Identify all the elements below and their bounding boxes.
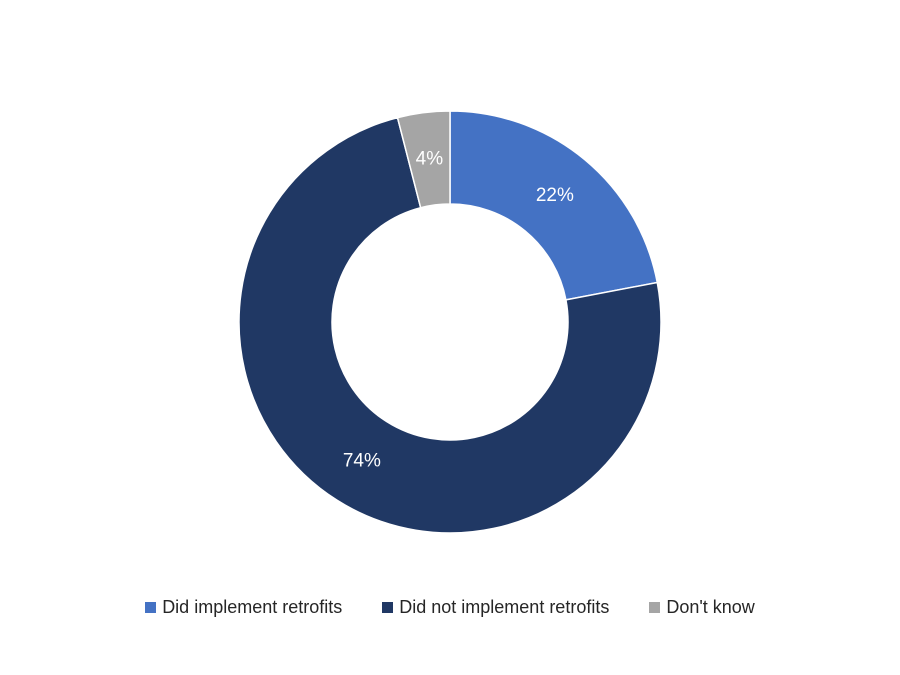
donut-slice-did-not-implement [238, 116, 662, 534]
donut-slice-did-implement [449, 110, 659, 301]
legend-item-did-not-implement: Did not implement retrofits [382, 597, 609, 618]
donut-chart: 22% 74% 4% [238, 110, 662, 534]
data-label-did-not-implement: 74% [343, 450, 381, 471]
legend-swatch-did-not-implement [382, 602, 394, 613]
legend-item-dont-know: Don't know [649, 597, 755, 618]
legend-item-did-implement: Did implement retrofits [145, 597, 342, 618]
legend-label-dont-know: Don't know [666, 597, 755, 617]
legend-label-did-not-implement: Did not implement retrofits [399, 597, 610, 617]
data-label-dont-know: 4% [416, 148, 444, 169]
data-label-did-implement: 22% [536, 185, 574, 206]
donut-slice-dont-know [396, 110, 451, 209]
legend: Did implement retrofits Did not implemen… [0, 597, 900, 618]
legend-swatch-dont-know [649, 602, 661, 613]
legend-swatch-did-implement [145, 602, 157, 613]
legend-label-did-implement: Did implement retrofits [162, 597, 343, 617]
